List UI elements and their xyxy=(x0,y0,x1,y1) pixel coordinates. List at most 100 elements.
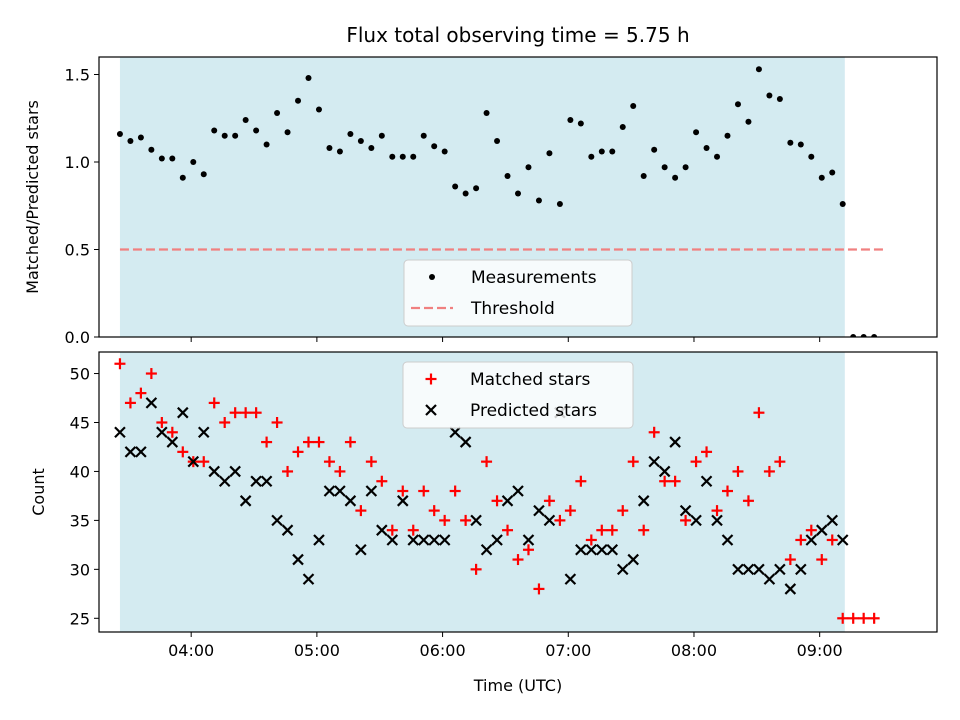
predicted-star-point xyxy=(470,514,482,527)
predicted-star-point xyxy=(407,534,420,546)
measurement-point xyxy=(504,173,511,179)
matched-star-point xyxy=(533,583,545,595)
predicted-star-point xyxy=(323,485,336,497)
predicted-star-point xyxy=(344,495,357,507)
measurement-point xyxy=(368,145,375,151)
predicted-star-point xyxy=(815,524,828,536)
predicted-star-point xyxy=(637,495,650,507)
predicted-star-point xyxy=(135,446,147,458)
measurement-point xyxy=(263,141,270,148)
matched-star-point xyxy=(732,465,744,477)
measurement-point xyxy=(242,117,249,123)
matched-star-point xyxy=(784,554,796,566)
predicted-star-point xyxy=(124,446,137,458)
plot-area xyxy=(114,358,880,624)
measurement-point xyxy=(546,150,553,157)
predicted-star-point xyxy=(700,475,713,488)
predicted-star-point xyxy=(585,543,598,556)
axes-frame xyxy=(98,56,938,338)
measurement-point xyxy=(693,129,700,136)
predicted-star-point xyxy=(658,465,671,478)
measurement-point xyxy=(179,174,186,181)
measurement-point xyxy=(556,201,563,207)
y-tick-label: 1.0 xyxy=(65,153,90,172)
measurement-point xyxy=(787,139,794,146)
matched-star-point xyxy=(481,456,493,468)
predicted-star-point xyxy=(197,426,210,439)
predicted-star-point xyxy=(396,495,409,507)
matched-star-point xyxy=(858,612,870,624)
matched-star-point xyxy=(198,456,210,468)
legend-label: Matched stars xyxy=(470,370,590,390)
predicted-star-point xyxy=(417,534,430,546)
measurement-point xyxy=(431,143,438,150)
matched-star-point xyxy=(386,524,398,536)
measurement-point xyxy=(190,159,197,165)
matched-star-point xyxy=(124,397,136,409)
measurement-point xyxy=(389,153,396,160)
legend-dot-marker xyxy=(429,274,435,280)
measurement-point xyxy=(567,117,574,123)
measurement-point xyxy=(818,174,825,181)
measurement-point xyxy=(672,174,679,181)
measurement-point xyxy=(630,103,637,109)
matched-star-point xyxy=(365,456,377,468)
predicted-star-point xyxy=(208,465,221,478)
predicted-star-point xyxy=(438,534,451,546)
x-tick-label: 09:00 xyxy=(797,641,843,660)
matched-star-point xyxy=(397,485,409,497)
matched-star-point xyxy=(627,456,639,468)
matched-star-point xyxy=(282,465,294,477)
predicted-star-point xyxy=(156,426,168,439)
legend-label: Measurements xyxy=(471,268,597,288)
predicted-star-point xyxy=(596,543,608,556)
matched-star-point xyxy=(606,524,618,536)
matched-star-point xyxy=(868,612,880,624)
matched-star-point xyxy=(638,524,650,536)
x-tick-label: 07:00 xyxy=(545,641,591,660)
measurement-point xyxy=(274,110,281,116)
measurement-point xyxy=(200,171,207,178)
predicted-star-point xyxy=(239,495,252,507)
top-panel: 0.0 0.5 1.0 1.5 Measurements Threshold xyxy=(65,56,938,347)
legend-label: Threshold xyxy=(470,299,555,319)
bottom-y-axis-label: Count xyxy=(29,468,48,516)
matched-star-point xyxy=(376,475,388,487)
predicted-star-point xyxy=(836,534,849,546)
predicted-star-point xyxy=(302,573,315,585)
predicted-star-point xyxy=(690,514,702,527)
measurement-point xyxy=(619,124,626,130)
measurement-point xyxy=(284,129,291,136)
matched-star-point xyxy=(596,524,608,536)
predicted-star-point xyxy=(753,563,765,576)
legend-box xyxy=(402,361,634,429)
matched-star-point xyxy=(795,534,807,546)
predicted-star-point xyxy=(355,543,367,556)
matched-star-point xyxy=(303,436,314,448)
matched-star-point xyxy=(847,612,859,624)
matched-star-point xyxy=(491,495,503,507)
predicted-star-point xyxy=(732,563,744,576)
measurement-point xyxy=(399,153,406,160)
measurement-point xyxy=(295,97,302,104)
matched-star-point xyxy=(826,534,838,546)
x-tick-label: 05:00 xyxy=(294,641,340,660)
predicted-star-point xyxy=(260,475,273,488)
measurement-point xyxy=(305,75,312,81)
matched-star-point xyxy=(114,358,126,370)
matched-star-point xyxy=(334,465,346,477)
matched-star-point xyxy=(543,495,555,507)
predicted-star-point xyxy=(533,504,545,517)
matched-star-point xyxy=(156,416,168,428)
y-tick-label: 25 xyxy=(70,609,90,628)
measurement-point xyxy=(116,131,123,137)
measurement-point xyxy=(473,185,480,192)
measurement-point xyxy=(850,334,857,337)
x-tick-label: 06:00 xyxy=(420,641,466,660)
predicted-star-point xyxy=(187,455,200,468)
y-tick-label: 30 xyxy=(70,560,90,579)
measurement-point xyxy=(336,148,343,155)
matched-star-point xyxy=(135,387,147,399)
predicted-star-point xyxy=(522,534,535,546)
measurement-point xyxy=(703,145,710,151)
